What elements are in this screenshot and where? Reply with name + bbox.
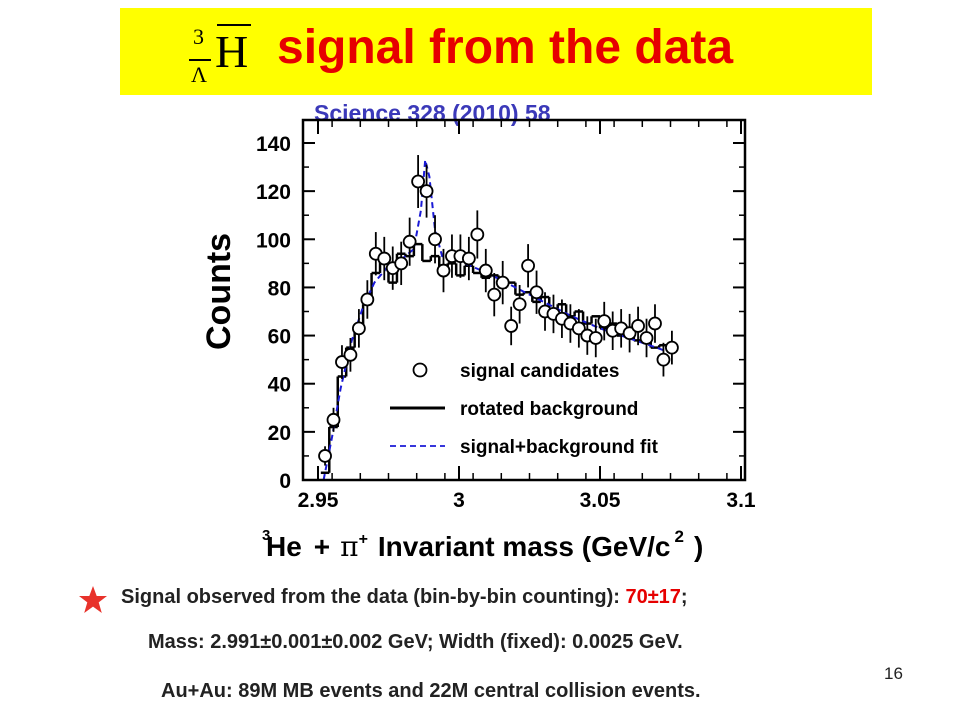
signal-candidate-point [402, 234, 417, 249]
x-tick-label: 3 [453, 489, 465, 512]
legend: signal candidates rotated background sig… [390, 361, 659, 458]
plot-layer [318, 155, 679, 481]
legend-marker-signal-candidates [412, 362, 428, 378]
signal-candidate-point [377, 251, 392, 266]
signal-candidate-point [326, 412, 341, 427]
signal-candidate-point [512, 297, 527, 312]
legend-label-signal-candidates: signal candidates [460, 361, 619, 382]
x-label-text: Invariant mass (GeV/c [378, 531, 671, 562]
signal-candidate-point [411, 174, 426, 189]
signal-candidate-point [639, 331, 654, 345]
signal-summary-end: ; [680, 586, 688, 608]
signal-candidate-point [495, 275, 510, 290]
x-label-nucleus: He [266, 531, 302, 562]
hypertriton-symbol: 3 Λ H [185, 24, 255, 90]
signal-candidate-point [656, 352, 671, 367]
x-label-pion: π [340, 530, 358, 563]
signal-candidate-point [470, 227, 485, 242]
y-axis-label: Counts [200, 233, 238, 350]
y-tick-label: 100 [256, 229, 291, 252]
signal-candidate-point [318, 449, 332, 463]
signal-candidate-point [343, 347, 358, 362]
signal-candidate-point [478, 263, 493, 278]
x-tick-label: 3.05 [580, 489, 621, 512]
signal-candidate-point [529, 285, 544, 300]
signal-candidate-point [588, 331, 603, 345]
x-tick-label: 2.95 [298, 489, 339, 512]
signal-candidate-point [504, 319, 519, 333]
page-title: signal from the data [277, 21, 734, 74]
signal-candidate-point [622, 326, 637, 341]
signal-candidate-point [571, 321, 586, 336]
signal-candidate-point [394, 256, 409, 271]
page-number: 16 [884, 664, 903, 683]
x-tick-label: 3.1 [726, 489, 756, 512]
signal-summary: Signal observed from the data (bin-by-bi… [121, 586, 688, 609]
signal-candidate-point [428, 232, 442, 247]
signal-yield-value: 70±17 [625, 586, 681, 608]
axes-layer: 0 20 40 60 80 100 120 140 2.95 3 3.05 3.1 [256, 118, 756, 512]
signal-candidate-point [665, 340, 679, 355]
y-tick-label: 60 [268, 326, 291, 349]
signal-summary-text: Signal observed from the data (bin-by-bi… [121, 586, 626, 608]
mass-width-note: Mass: 2.991±0.001±0.002 GeV; Width (fixe… [148, 631, 683, 653]
signal-candidate-point [648, 316, 662, 331]
symbol-mass-number: 3 [193, 24, 204, 49]
fit-curve [322, 159, 677, 481]
legend-label-fit: signal+background fit [460, 437, 659, 458]
y-tick-label: 140 [256, 133, 291, 156]
star-bullet-icon [79, 586, 107, 613]
x-label-plus: + [314, 531, 330, 562]
x-label-close: ) [694, 531, 703, 562]
signal-candidate-point [419, 184, 434, 199]
plot-frame [301, 118, 747, 482]
signal-candidate-point [487, 287, 502, 302]
signal-candidate-point [461, 251, 476, 266]
signal-candidate-point [631, 319, 645, 333]
title-banner [120, 8, 872, 95]
y-tick-label: 120 [256, 181, 291, 204]
reference-citation: Science 328 (2010) 58 [314, 100, 551, 126]
symbol-fraction-bar [189, 59, 211, 61]
signal-candidate-point [351, 321, 366, 336]
x-label-nucleus-mass: 3 [262, 527, 270, 544]
signal-candidate-point [521, 258, 535, 273]
signal-candidate-point [597, 314, 612, 329]
legend-label-rotated-background: rotated background [460, 399, 638, 420]
y-tick-label: 20 [268, 422, 291, 445]
signal-candidate-point [436, 263, 451, 278]
symbol-element: H [215, 26, 249, 77]
symbol-antiparticle-bar [217, 24, 251, 26]
signal-candidate-point [335, 355, 349, 369]
x-label-pion-charge: + [359, 531, 368, 548]
signal-candidate-point [360, 292, 375, 307]
symbol-lambda: Λ [191, 62, 207, 87]
y-tick-label: 0 [279, 470, 291, 493]
x-axis-label: 3He + π+ Invariant mass (GeV/c 2) [262, 527, 703, 563]
event-statistics-note: Au+Au: 89M MB events and 22M central col… [161, 680, 701, 702]
y-tick-label: 40 [268, 374, 291, 397]
y-tick-label: 80 [268, 277, 291, 300]
x-label-exponent: 2 [674, 527, 683, 546]
